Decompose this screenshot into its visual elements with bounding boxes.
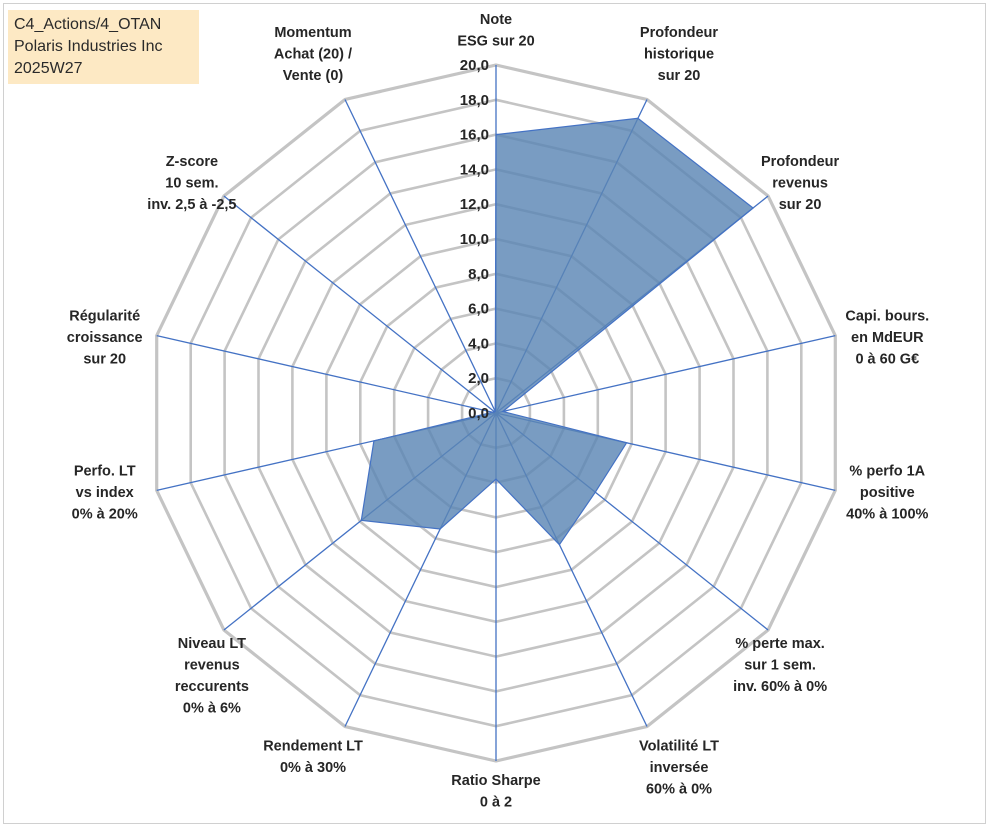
axis-label-9-line-0: Niveau LT — [178, 636, 246, 652]
title-line-week: 2025W27 — [14, 60, 83, 77]
axis-label-11: Régularité croissance sur 20 — [67, 309, 143, 368]
axis-label-12-line-2: inv. 2,5 à -2,5 — [147, 197, 236, 213]
axis-label-1-line-1: historique — [644, 47, 714, 63]
axis-label-5-line-1: sur 1 sem. — [744, 658, 816, 674]
axis-label-3-line-2: 0 à 60 G€ — [855, 352, 919, 368]
axis-label-11-line-2: sur 20 — [83, 352, 126, 368]
axis-label-7-line-0: Ratio Sharpe — [451, 773, 540, 789]
axis-label-10-line-0: Perfo. LT — [74, 463, 136, 479]
tick-label-4: 8,0 — [468, 266, 489, 283]
axis-labels: Note ESG sur 20 Profondeur historique sur 20… — [67, 12, 929, 810]
axis-label-12-line-1: 10 sem. — [165, 175, 218, 191]
axis-label-8: Rendement LT 0% à 30% — [263, 739, 363, 777]
axis-label-5-line-0: % perte max. — [735, 636, 824, 652]
spoke-13 — [344, 99, 497, 414]
axis-label-2: Profondeur revenus sur 20 — [761, 154, 839, 213]
spoke-11 — [156, 334, 497, 414]
axis-label-8-line-0: Rendement LT — [263, 739, 363, 755]
axis-label-5-line-2: inv. 60% à 0% — [733, 679, 827, 695]
tick-label-0: 0,0 — [468, 405, 489, 422]
axis-label-7-line-1: 0 à 2 — [480, 795, 512, 811]
axis-label-2-line-0: Profondeur — [761, 154, 839, 170]
axis-label-3-line-1: en MdEUR — [851, 330, 924, 346]
tick-label-5: 10,0 — [460, 231, 489, 248]
axis-label-3-line-0: Capi. bours. — [845, 309, 929, 325]
axis-label-9-line-1: revenus — [184, 658, 240, 674]
tick-label-10: 20,0 — [460, 57, 489, 74]
axis-label-6-line-2: 60% à 0% — [646, 782, 712, 798]
axis-label-0-line-1: ESG sur 20 — [457, 34, 534, 50]
axis-label-10-line-2: 0% à 20% — [72, 506, 138, 522]
axis-label-9: Niveau LT revenus reccurents 0% à 6% — [175, 636, 249, 717]
axis-label-6-line-1: inversée — [650, 760, 709, 776]
axis-label-0: Note ESG sur 20 — [457, 12, 534, 50]
axis-label-6-line-0: Volatilité LT — [639, 739, 719, 755]
title-line-portfolio: C4_Actions/4_OTAN — [14, 16, 162, 33]
axis-label-13: Momentum Achat (20) / Vente (0) — [274, 25, 352, 84]
axis-label-4-line-0: % perfo 1A — [849, 463, 925, 479]
axis-label-2-line-1: revenus — [772, 175, 828, 191]
series-area — [360, 117, 755, 546]
axis-label-12-line-0: Z-score — [166, 154, 218, 170]
tick-label-8: 16,0 — [460, 127, 489, 144]
axis-label-3: Capi. bours. en MdEUR 0 à 60 G€ — [845, 309, 929, 368]
spoke-3 — [495, 334, 836, 414]
axis-label-4-line-2: 40% à 100% — [846, 506, 928, 522]
axis-label-4: % perfo 1A positive 40% à 100% — [846, 463, 928, 522]
axis-label-1: Profondeur historique sur 20 — [640, 25, 718, 84]
axis-label-9-line-2: reccurents — [175, 679, 249, 695]
axis-label-7: Ratio Sharpe 0 à 2 — [451, 773, 540, 811]
spoke-12 — [223, 195, 497, 414]
axis-label-5: % perte max. sur 1 sem. inv. 60% à 0% — [733, 636, 827, 695]
axis-label-12: Z-score 10 sem. inv. 2,5 à -2,5 — [147, 154, 236, 213]
axis-label-11-line-0: Régularité — [69, 309, 140, 325]
tick-label-3: 6,0 — [468, 301, 489, 318]
axis-label-10-line-1: vs index — [76, 485, 134, 501]
chart-title-box: C4_Actions/4_OTAN Polaris Industries Inc… — [8, 10, 199, 84]
axis-label-0-line-0: Note — [480, 12, 512, 28]
axis-label-6: Volatilité LT inversée 60% à 0% — [639, 739, 719, 798]
tick-label-9: 18,0 — [460, 92, 489, 109]
tick-label-2: 4,0 — [468, 335, 489, 352]
axis-label-4-line-1: positive — [860, 485, 915, 501]
axis-label-13-line-1: Achat (20) / — [274, 47, 352, 63]
tick-label-6: 12,0 — [460, 196, 489, 213]
radial-tick-labels: 0,0 2,0 4,0 6,0 8,0 10,0 12,0 14,0 16,0 18,0 20,0 — [460, 57, 489, 422]
tick-label-1: 2,0 — [468, 370, 489, 387]
axis-label-9-line-3: 0% à 6% — [183, 701, 241, 717]
axis-label-13-line-2: Vente (0) — [283, 68, 344, 84]
axis-label-13-line-0: Momentum — [274, 25, 351, 41]
axis-label-11-line-1: croissance — [67, 330, 143, 346]
axis-label-10: Perfo. LT vs index 0% à 20% — [72, 463, 138, 522]
title-line-company: Polaris Industries Inc — [14, 38, 163, 55]
radar-series — [360, 117, 755, 546]
axis-label-1-line-0: Profondeur — [640, 25, 718, 41]
axis-label-8-line-1: 0% à 30% — [280, 760, 346, 776]
axis-label-2-line-2: sur 20 — [779, 197, 822, 213]
axis-label-1-line-2: sur 20 — [658, 68, 701, 84]
tick-label-7: 14,0 — [460, 161, 489, 178]
